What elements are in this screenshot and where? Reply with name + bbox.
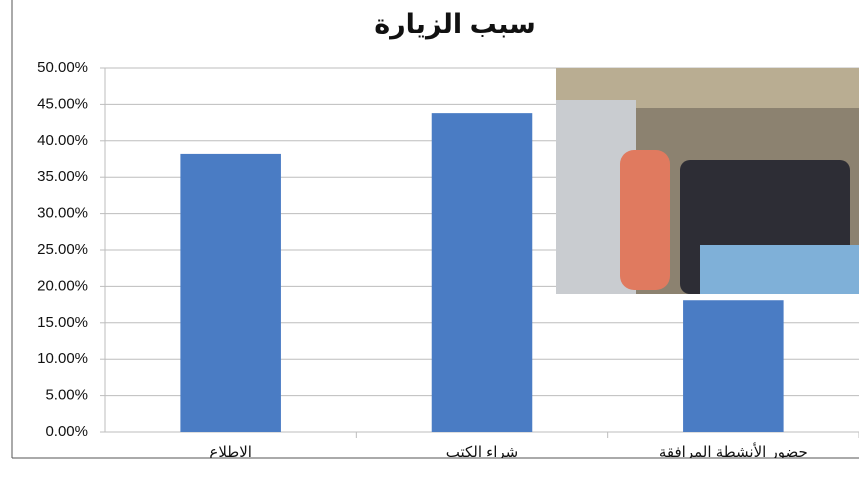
bar	[180, 153, 281, 433]
x-tick-label: حضور الأنشطة المرافقة	[659, 442, 808, 461]
y-tick-label: 0.00%	[45, 423, 88, 440]
bar	[431, 113, 533, 433]
y-tick-label: 35.00%	[37, 168, 88, 185]
y-tick-label: 5.00%	[45, 387, 88, 404]
photo	[556, 68, 859, 294]
photo-person	[620, 150, 670, 290]
y-tick-label: 30.00%	[37, 205, 88, 222]
y-tick-label: 45.00%	[37, 95, 88, 112]
y-tick-label: 50.00%	[37, 59, 88, 76]
chart-title: سبب الزيارة	[374, 9, 536, 40]
x-tick-label: الاطلاع	[209, 444, 252, 461]
y-tick-label: 20.00%	[37, 277, 88, 294]
y-tick-label: 10.00%	[37, 350, 88, 367]
bar	[683, 300, 784, 432]
y-tick-label: 25.00%	[37, 241, 88, 258]
y-tick-label: 40.00%	[37, 132, 88, 149]
y-tick-label: 15.00%	[37, 314, 88, 331]
x-tick-label: شراء الكتب	[446, 444, 519, 461]
photo-books	[700, 245, 859, 294]
